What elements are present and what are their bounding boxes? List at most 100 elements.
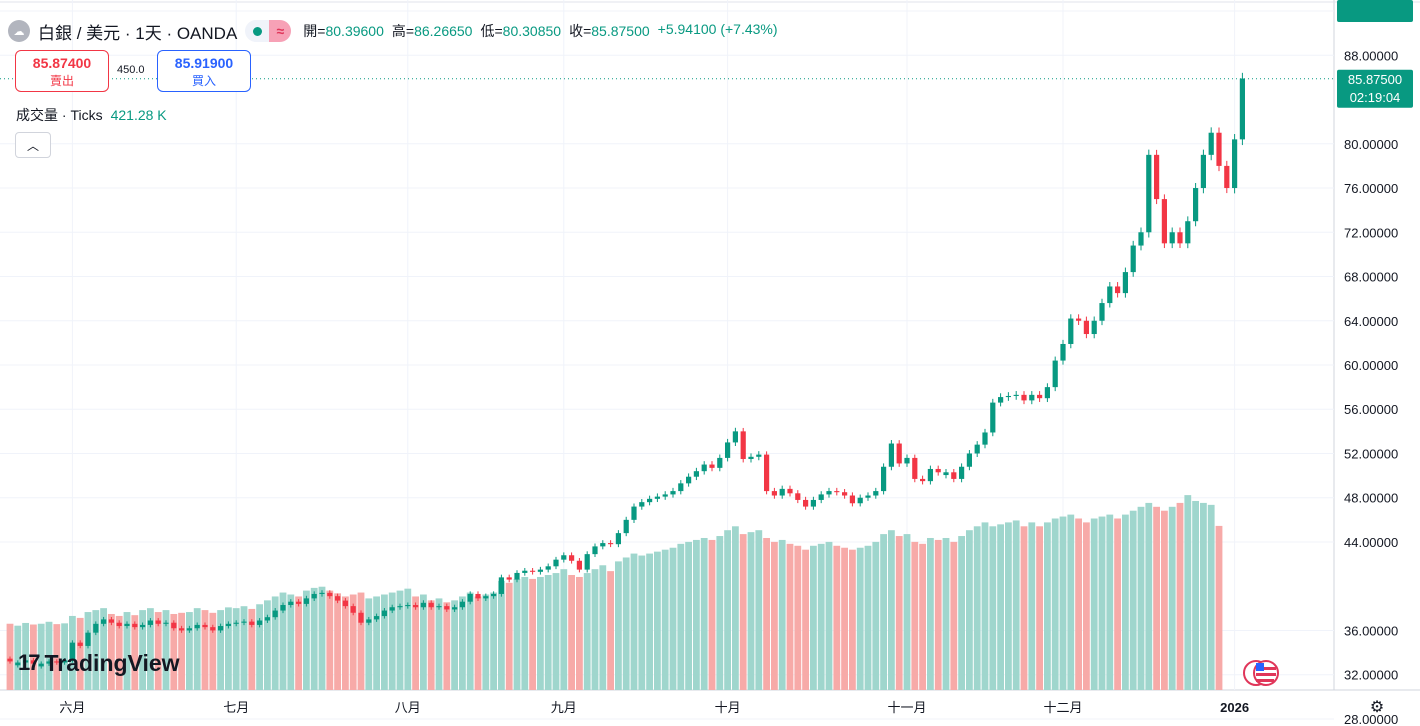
time-tick-label: 六月	[59, 700, 85, 715]
candle-body	[163, 622, 169, 624]
volume-bar	[591, 569, 599, 690]
candle-body	[155, 620, 161, 624]
volume-bar	[724, 530, 731, 690]
volume-bar	[958, 536, 965, 690]
candle-body	[288, 601, 294, 606]
volume-bar	[326, 590, 334, 690]
volume-bar	[1106, 514, 1114, 690]
volume-bar	[115, 615, 123, 690]
volume-bar	[427, 600, 435, 690]
candle-body	[959, 466, 965, 479]
candle-body	[15, 662, 21, 666]
volume-bar	[622, 557, 630, 690]
volume-bar	[903, 534, 911, 690]
candle-body	[358, 612, 364, 623]
candle-body	[140, 624, 146, 628]
candle-body	[1115, 286, 1121, 294]
volume-bar	[599, 565, 607, 690]
volume-bar	[973, 526, 981, 690]
candle-body	[397, 606, 403, 608]
candle-body	[1200, 154, 1206, 189]
candle-body	[1193, 188, 1199, 222]
price-tick-label: 56.00000	[1344, 402, 1398, 417]
candle-body	[30, 660, 36, 664]
collapse-legend-button[interactable]: ︿	[15, 132, 51, 158]
candle-body	[732, 431, 738, 443]
volume-bar	[404, 588, 412, 690]
candle-body	[678, 483, 684, 492]
candle-body	[990, 402, 996, 433]
delayed-data-icon: ≈	[269, 20, 292, 42]
volume-bar	[755, 530, 763, 690]
volume-bar	[802, 549, 809, 690]
volume-bar	[373, 596, 380, 690]
volume-bar	[318, 586, 326, 690]
volume-bar	[505, 582, 513, 690]
price-tick-label: 44.00000	[1344, 535, 1398, 550]
candle-body	[842, 492, 848, 496]
volume-bar	[763, 537, 770, 690]
candle-body	[257, 620, 263, 625]
candle-body	[576, 560, 582, 570]
volume-bar	[279, 592, 287, 690]
volume-bar	[22, 622, 29, 690]
sell-button[interactable]: 85.87400 賣出	[15, 50, 109, 92]
volume-bar	[646, 553, 653, 690]
candle-body	[615, 533, 621, 545]
volume-bar	[817, 543, 825, 690]
time-tick-label: 十月	[715, 700, 741, 715]
volume-bar	[271, 596, 279, 690]
volume-bar	[1184, 495, 1192, 690]
volume-bar	[1044, 522, 1051, 690]
candle-body	[62, 660, 68, 663]
volume-bar	[661, 549, 669, 690]
candle-body	[459, 601, 465, 608]
tradingview-logo[interactable]: 17 TradingView	[18, 648, 180, 678]
candle-body	[147, 620, 153, 625]
settings-gear-icon[interactable]: ⚙	[1369, 699, 1385, 716]
market-status-pill[interactable]: ≈	[245, 20, 292, 42]
volume-bar	[256, 604, 263, 690]
candle-body	[46, 661, 52, 664]
volume-bar	[420, 594, 427, 690]
candle-body	[374, 616, 380, 620]
candle-body	[38, 663, 44, 667]
volume-bar	[30, 624, 37, 690]
candle-body	[132, 623, 138, 628]
volume-bar	[108, 613, 115, 690]
last-volume-value: 421.28K	[1351, 0, 1400, 3]
symbol-title[interactable]: 白銀 / 美元 · 1天 · OANDA	[38, 23, 238, 43]
candle-body	[553, 559, 559, 567]
volume-legend[interactable]: 成交量 · Ticks 421.28 K	[16, 105, 167, 125]
candle-body	[241, 621, 247, 623]
buy-button[interactable]: 85.91900 買入	[157, 50, 251, 92]
volume-bar	[264, 600, 271, 690]
candle-body	[920, 478, 926, 482]
volume-bar	[482, 594, 490, 690]
candle-body	[319, 592, 325, 594]
volume-bar	[927, 537, 934, 690]
volume-bar	[1059, 516, 1067, 690]
sell-price: 85.87400	[32, 55, 92, 71]
time-tick-label: 十二月	[1043, 700, 1082, 715]
candle-body	[826, 491, 832, 495]
volume-bar	[950, 541, 958, 690]
candle-body	[296, 601, 302, 604]
candle-body	[389, 607, 395, 611]
candle-body	[420, 602, 426, 608]
volume-bar	[513, 578, 521, 690]
price-tick-label: 48.00000	[1344, 491, 1398, 506]
volume-bar	[435, 598, 443, 690]
candle-body	[498, 577, 504, 594]
volume-bar	[1137, 506, 1145, 690]
volume-bar	[1005, 522, 1012, 690]
us-flag-icon[interactable]	[1242, 659, 1280, 687]
volume-bar	[1075, 518, 1082, 690]
volume-bar	[739, 534, 747, 690]
volume-bar	[747, 532, 755, 690]
candle-body	[101, 619, 107, 624]
volume-bar	[1012, 520, 1020, 690]
volume-bar	[123, 612, 131, 690]
volume-bar	[677, 543, 685, 690]
